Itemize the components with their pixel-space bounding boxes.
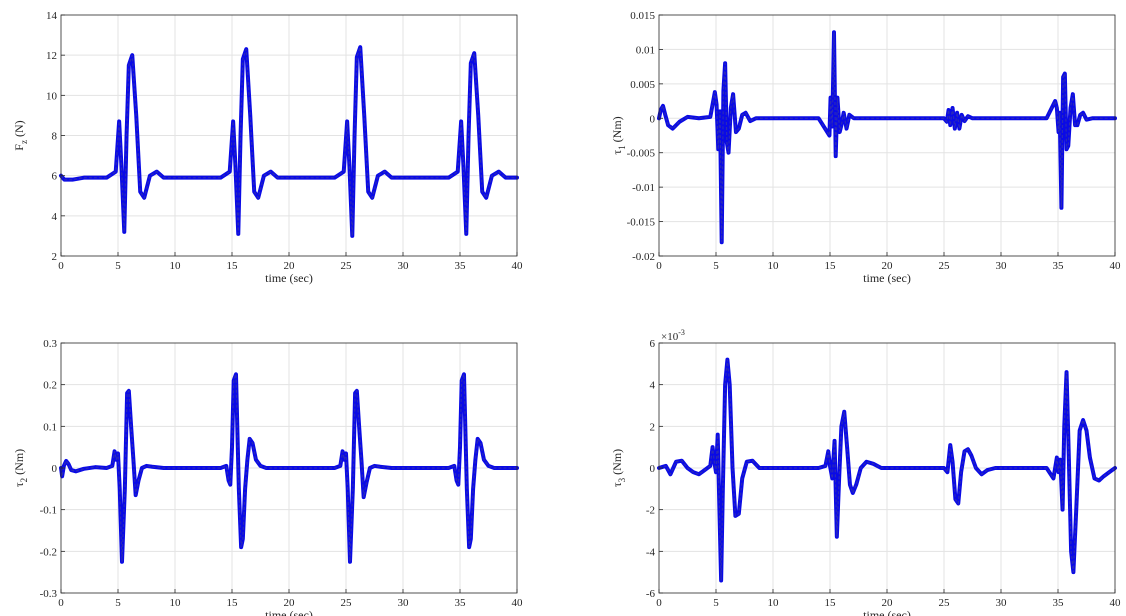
y-tick-label: 12 bbox=[46, 50, 57, 62]
y-axis-label-sub: 1 bbox=[617, 145, 627, 150]
y-tick-label: 0.005 bbox=[630, 79, 655, 91]
fz-panel: 0 5 10 15 20 25 30 35 40 2 4 6 8 10 12 14 time (sec) Fz (… bbox=[12, 10, 523, 285]
y-tick-label: 0.01 bbox=[636, 44, 655, 56]
y-tick-label: -0.015 bbox=[627, 217, 656, 229]
x-tick-label: 10 bbox=[170, 597, 182, 609]
y-tick-label: 0.3 bbox=[43, 338, 57, 350]
series-line-dashed bbox=[60, 374, 517, 562]
x-tick-label: 30 bbox=[996, 597, 1008, 609]
x-tick-label: 10 bbox=[768, 597, 780, 609]
y-axis-label-unit: (Nm) bbox=[12, 449, 26, 478]
y-tick-label: 14 bbox=[46, 10, 58, 22]
y-axis-label-sub: z bbox=[19, 140, 29, 144]
x-tick-label: 20 bbox=[284, 260, 296, 272]
x-tick-label: 0 bbox=[58, 260, 64, 272]
x-tick-label: 40 bbox=[1110, 260, 1122, 272]
y-tick-label: -6 bbox=[646, 588, 656, 600]
x-axis-label: time (sec) bbox=[265, 608, 313, 616]
y-axis-label: τ3 (Nm) bbox=[610, 449, 627, 487]
x-tick-label: 15 bbox=[227, 260, 239, 272]
y-tick-label: 0 bbox=[52, 463, 58, 475]
y-tick-label: 0.015 bbox=[630, 10, 655, 22]
x-tick-label: 25 bbox=[341, 260, 353, 272]
y-tick-label: -0.3 bbox=[40, 588, 58, 600]
tau3-panel: 0 5 10 15 20 25 30 35 40 -6 -4 -2 0 2 4 6 time (sec) τ3 (… bbox=[610, 328, 1121, 616]
y-tick-label: 0.2 bbox=[43, 380, 57, 392]
y-tick-label: 0.1 bbox=[43, 421, 57, 433]
y-axis-label-main: F bbox=[12, 144, 26, 151]
x-tick-label: 25 bbox=[939, 597, 951, 609]
y-tick-label: 4 bbox=[52, 211, 58, 223]
x-tick-label: 25 bbox=[341, 597, 353, 609]
y-axis-label-sub: 3 bbox=[617, 477, 627, 482]
series-line-dashed bbox=[658, 32, 1115, 243]
x-tick-label: 5 bbox=[713, 597, 719, 609]
tau2-panel: 0 5 10 15 20 25 30 35 40 -0.3 -0.2 -0.1 0 0.1 0.2 0.3 ti… bbox=[12, 338, 523, 616]
y-tick-label: 0 bbox=[650, 113, 656, 125]
y-axis-label: Fz (N) bbox=[12, 120, 29, 150]
series-line-dashed bbox=[658, 359, 1116, 581]
y-axis-label-sub: 2 bbox=[19, 478, 29, 483]
y-tick-label: -4 bbox=[646, 546, 656, 558]
x-tick-label: 35 bbox=[1053, 597, 1065, 609]
x-tick-label: 0 bbox=[656, 597, 662, 609]
x-axis-label: time (sec) bbox=[863, 608, 911, 616]
x-tick-label: 35 bbox=[455, 260, 467, 272]
x-tick-label: 40 bbox=[512, 260, 524, 272]
y-tick-label: -0.1 bbox=[40, 505, 57, 517]
x-tick-label: 35 bbox=[455, 597, 467, 609]
x-tick-label: 5 bbox=[115, 260, 121, 272]
y-axis-label-unit: (Nm) bbox=[610, 116, 624, 145]
x-tick-label: 40 bbox=[512, 597, 524, 609]
y-tick-label: 10 bbox=[46, 90, 58, 102]
y-axis-label-main: τ bbox=[610, 482, 624, 487]
x-tick-label: 15 bbox=[825, 597, 837, 609]
y-tick-label: -2 bbox=[646, 505, 655, 517]
exponent-label: ×10-3 bbox=[661, 328, 685, 343]
series-line-dashed bbox=[60, 46, 517, 236]
x-tick-label: 5 bbox=[115, 597, 121, 609]
x-tick-label: 40 bbox=[1110, 597, 1122, 609]
y-tick-label: -0.005 bbox=[627, 148, 656, 160]
y-tick-label: 6 bbox=[52, 171, 58, 183]
y-axis-label-main: τ bbox=[12, 482, 26, 487]
x-tick-label: 20 bbox=[882, 260, 894, 272]
y-axis-label-main: τ bbox=[610, 150, 624, 155]
x-tick-label: 25 bbox=[939, 260, 951, 272]
x-tick-label: 35 bbox=[1053, 260, 1065, 272]
x-tick-label: 20 bbox=[284, 597, 296, 609]
exponent-power: -3 bbox=[678, 328, 685, 337]
x-tick-label: 15 bbox=[825, 260, 837, 272]
x-tick-label: 10 bbox=[170, 260, 182, 272]
x-tick-label: 30 bbox=[398, 597, 410, 609]
y-tick-label: -0.01 bbox=[632, 182, 655, 194]
y-tick-label: 4 bbox=[650, 380, 656, 392]
y-tick-label: 8 bbox=[52, 131, 58, 143]
x-tick-label: 0 bbox=[58, 597, 64, 609]
y-axis-label: τ1 (Nm) bbox=[610, 116, 627, 154]
x-tick-label: 30 bbox=[996, 260, 1008, 272]
y-tick-label: -0.2 bbox=[40, 546, 57, 558]
x-tick-label: 5 bbox=[713, 260, 719, 272]
x-tick-label: 15 bbox=[227, 597, 239, 609]
y-axis-label-unit: (N) bbox=[12, 120, 26, 140]
y-axis-label-unit: (Nm) bbox=[610, 449, 624, 478]
y-tick-label: 2 bbox=[52, 251, 58, 263]
x-tick-label: 0 bbox=[656, 260, 662, 272]
y-tick-label: 0 bbox=[650, 463, 656, 475]
tau1-panel: 0 5 10 15 20 25 30 35 40 -0.02 -0.015 -0.01 -0.005 0 0… bbox=[610, 10, 1121, 285]
y-tick-label: 6 bbox=[650, 338, 656, 350]
x-tick-label: 20 bbox=[882, 597, 894, 609]
y-tick-label: 2 bbox=[650, 421, 656, 433]
x-tick-label: 30 bbox=[398, 260, 410, 272]
y-axis-label: τ2 (Nm) bbox=[12, 449, 29, 487]
x-axis-label: time (sec) bbox=[265, 271, 313, 285]
x-tick-label: 10 bbox=[768, 260, 780, 272]
y-tick-label: -0.02 bbox=[632, 251, 655, 263]
exponent-base: ×10 bbox=[661, 331, 679, 343]
x-axis-label: time (sec) bbox=[863, 271, 911, 285]
